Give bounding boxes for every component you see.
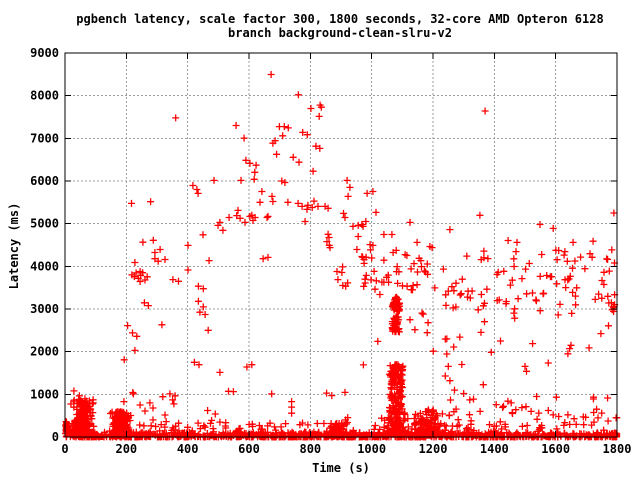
y-tick-label: 7000: [30, 131, 59, 145]
x-tick-label: 200: [115, 442, 137, 456]
chart-title-line2: branch background-clean-slru-v2: [228, 26, 452, 40]
y-tick-labels: 0 1000 2000 3000 4000 5000 6000 7000 8000 9000: [30, 46, 59, 444]
x-tick-label: 1200: [419, 442, 448, 456]
x-tick-label: 600: [238, 442, 260, 456]
grid-layer: [65, 53, 617, 437]
y-tick-label: 0: [52, 430, 59, 444]
scatter-markers: [62, 71, 621, 441]
y-tick-label: 9000: [30, 46, 59, 60]
x-tick-label: 1400: [480, 442, 509, 456]
x-tick-label: 1000: [357, 442, 386, 456]
y-tick-label: 5000: [30, 217, 59, 231]
x-tick-label: 800: [299, 442, 321, 456]
x-tick-label: 400: [177, 442, 199, 456]
x-tick-label: 1600: [541, 442, 570, 456]
y-axis-label: Latency (ms): [7, 203, 21, 290]
plot-border: [64, 52, 618, 438]
data-points-layer: [62, 71, 621, 441]
y-tick-label: 4000: [30, 259, 59, 273]
plot-frame-layer: [64, 52, 618, 438]
y-tick-label: 8000: [30, 89, 59, 103]
y-tick-label: 1000: [30, 387, 59, 401]
x-tick-label: 0: [61, 442, 68, 456]
y-tick-label: 3000: [30, 302, 59, 316]
x-axis-label: Time (s): [312, 461, 370, 475]
x-tick-label: 1800: [603, 442, 632, 456]
x-tick-labels: 0 200 400 600 800 1000 1200 1400 1600 1800: [61, 442, 631, 456]
chart-title-line1: pgbench latency, scale factor 300, 1800 …: [76, 12, 603, 26]
y-tick-label: 2000: [30, 345, 59, 359]
y-tick-label: 6000: [30, 174, 59, 188]
